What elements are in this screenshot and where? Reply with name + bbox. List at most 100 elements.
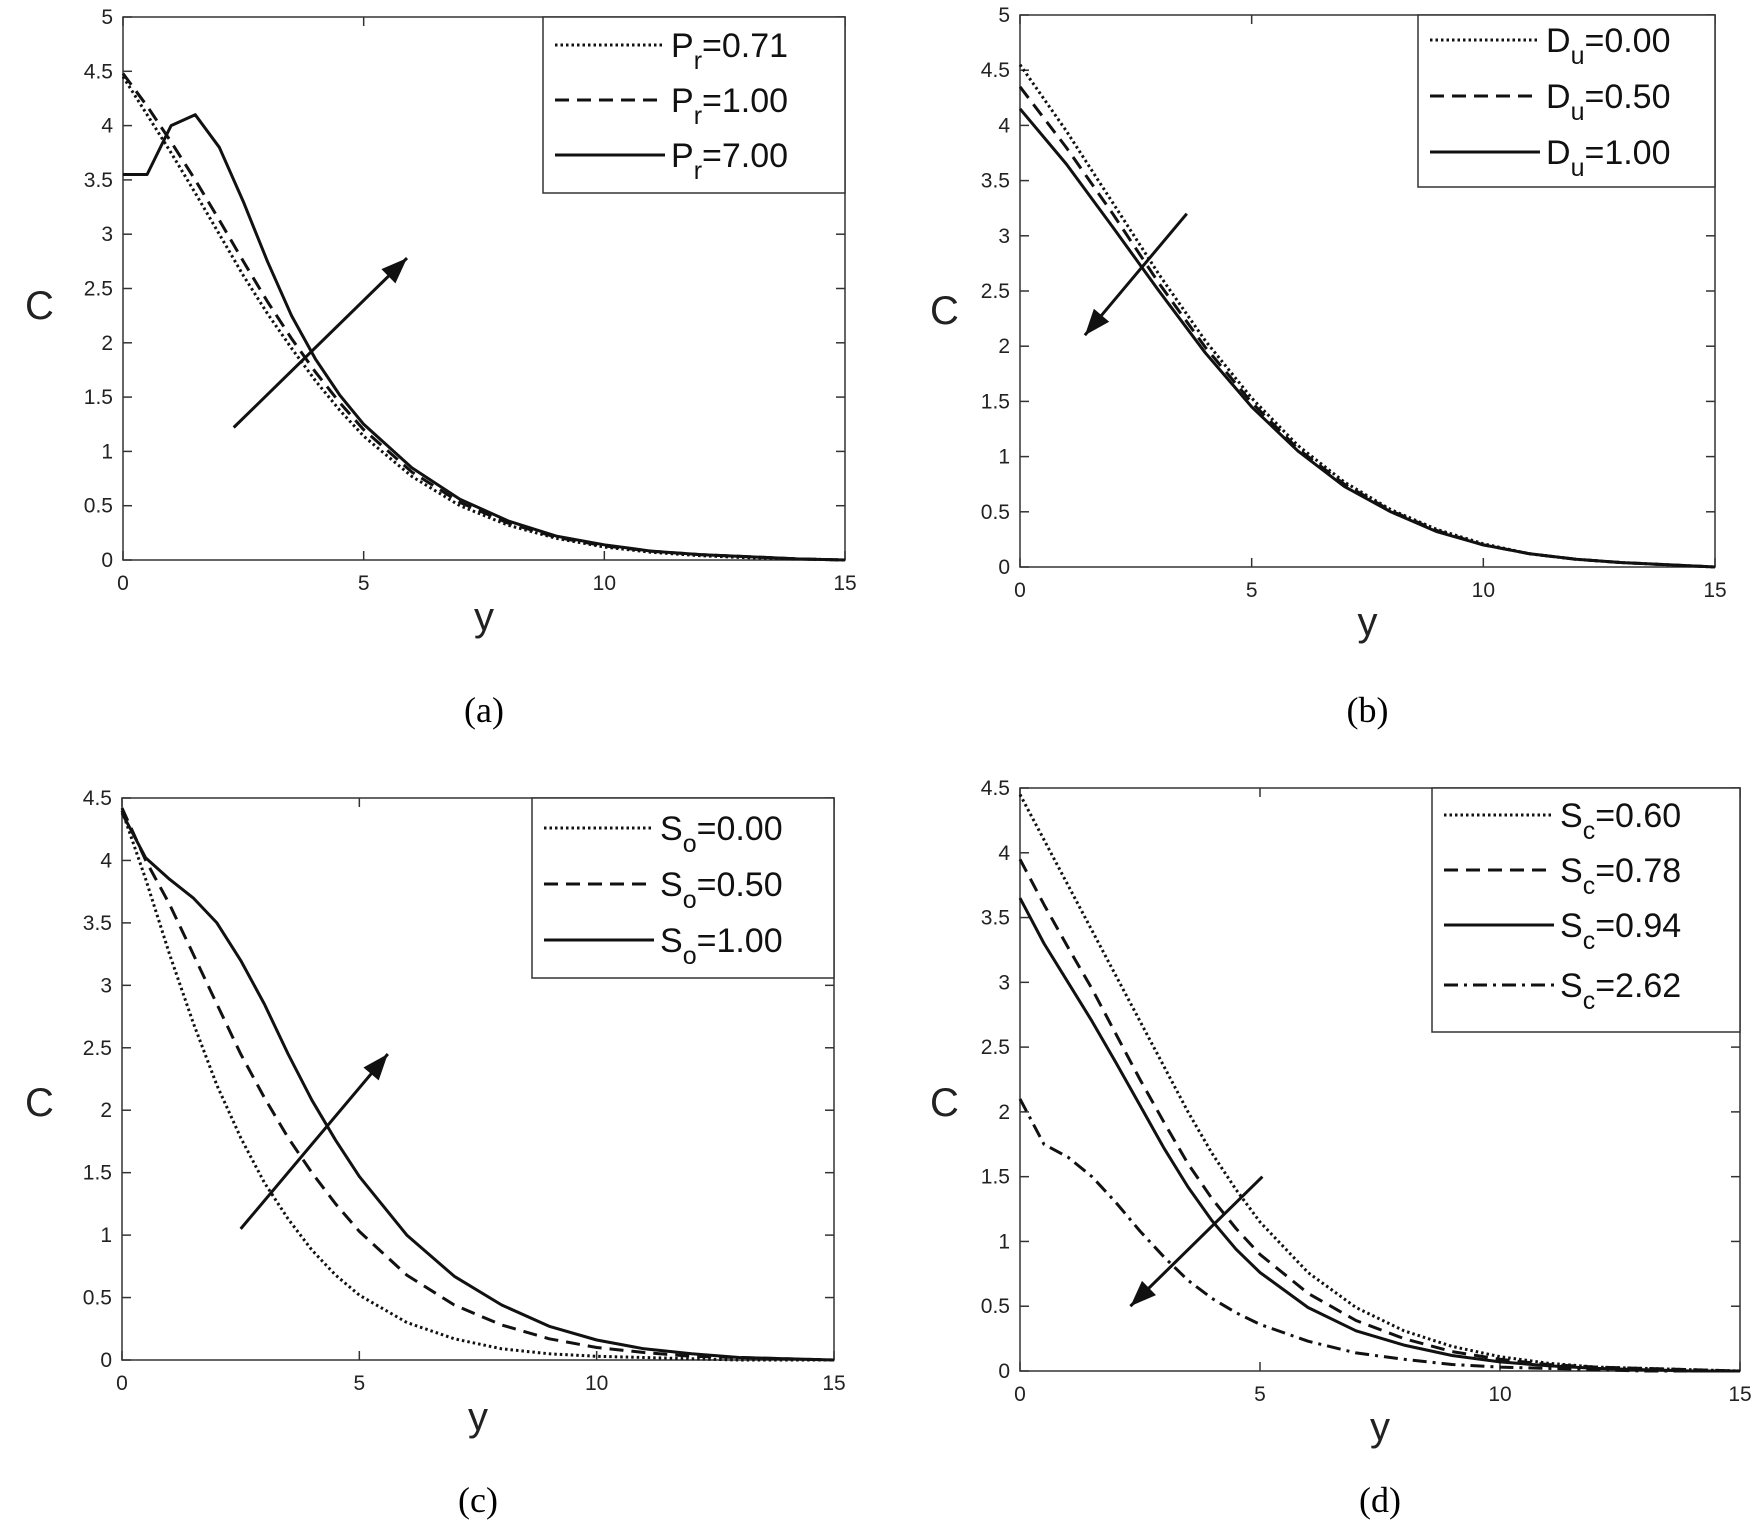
y-tick-label: 1 <box>101 440 113 463</box>
legend-label: Pr=0.71 <box>671 27 788 75</box>
y-tick-label: 3 <box>998 971 1010 994</box>
trend-arrow-head <box>381 258 407 284</box>
x-tick-label: 10 <box>1472 579 1495 602</box>
x-tick-label: 0 <box>1014 579 1026 602</box>
series-line-1 <box>120 810 834 1362</box>
y-tick-label: 1.5 <box>83 1162 112 1185</box>
x-axis-label: y <box>474 595 494 639</box>
y-tick-label: 1.5 <box>981 1166 1010 1189</box>
panel-b: 0 5 10 15 0 0.5 1 1.5 2 2.5 3 3.5 4 4.5 5 Cy Du=0.00 Du=0… <box>930 4 1727 730</box>
panel-caption: (b) <box>1347 690 1389 730</box>
y-tick-label: 2 <box>101 332 113 355</box>
legend-box <box>1431 787 1741 1033</box>
panel-caption: (d) <box>1359 1480 1401 1520</box>
legend-box <box>542 16 846 194</box>
y-tick-label: 3 <box>100 974 112 997</box>
x-tick-label: 0 <box>1014 1383 1026 1406</box>
y-tick-label: 0 <box>100 1349 112 1372</box>
y-tick-label: 3 <box>101 223 113 246</box>
y-tick-label: 3.5 <box>981 170 1010 193</box>
y-tick-label: 0.5 <box>981 1295 1010 1318</box>
y-axis-label: C <box>930 1081 959 1125</box>
panel-caption: (c) <box>458 1480 498 1520</box>
y-tick-label: 1 <box>998 446 1010 469</box>
y-tick-label: 1.5 <box>981 390 1010 413</box>
legend-label: Sc=2.62 <box>1560 967 1681 1015</box>
x-axis-label: y <box>468 1395 488 1439</box>
x-tick-label: 5 <box>358 572 370 595</box>
y-tick-label: 0 <box>101 549 113 572</box>
y-tick-label: 4.5 <box>83 787 112 810</box>
panel-d: 0 5 10 15 0 0.5 1 1.5 2 2.5 3 3.5 4 4.5 Cy Sc=0.60 Sc=0.… <box>930 777 1752 1520</box>
legend-label: Du=0.00 <box>1546 22 1671 70</box>
y-tick-label: 3.5 <box>981 907 1010 930</box>
series-line-3 <box>120 812 835 1362</box>
y-tick-label: 1 <box>100 1224 112 1247</box>
y-tick-label: 3.5 <box>84 169 113 192</box>
series-line-2 <box>120 807 835 1362</box>
y-tick-label: 2 <box>100 1099 112 1122</box>
y-tick-label: 4.5 <box>981 777 1010 800</box>
legend-label: So=0.50 <box>660 866 783 914</box>
y-tick-label: 1.5 <box>84 386 113 409</box>
trend-arrow-shaft <box>232 257 409 429</box>
plot-frame <box>121 797 835 1361</box>
y-tick-label: 0.5 <box>83 1287 112 1310</box>
y-tick-label: 2.5 <box>83 1037 112 1060</box>
panel-c: 0 5 10 15 0 0.5 1 1.5 2 2.5 3 3.5 4 4.5 Cy So=0.00 So=0.… <box>25 787 846 1520</box>
series-line-4 <box>1018 1098 1740 1373</box>
x-tick-label: 15 <box>833 572 856 595</box>
y-axis-label: C <box>25 1081 54 1125</box>
legend-label: Sc=0.78 <box>1560 852 1681 900</box>
x-tick-label: 0 <box>116 1372 128 1395</box>
y-tick-label: 4.5 <box>84 60 113 83</box>
y-tick-label: 2 <box>998 1101 1010 1124</box>
legend-label: Du=0.50 <box>1546 78 1671 126</box>
x-tick-label: 10 <box>585 1372 608 1395</box>
y-tick-label: 4 <box>100 849 112 872</box>
x-tick-label: 10 <box>1488 1383 1511 1406</box>
x-tick-label: 5 <box>353 1372 365 1395</box>
y-tick-label: 0 <box>998 1360 1010 1383</box>
legend-box <box>1417 14 1716 188</box>
legend-label: So=0.00 <box>660 810 783 858</box>
legend-label: So=1.00 <box>660 922 783 970</box>
trend-arrow-head <box>1084 308 1110 336</box>
legend-box <box>531 797 835 979</box>
legend-label: Pr=1.00 <box>671 82 788 130</box>
y-axis-label: C <box>930 289 959 333</box>
legend-label: Sc=0.60 <box>1560 797 1681 845</box>
series-line-3 <box>1018 897 1740 1373</box>
series-line-3 <box>123 113 846 562</box>
panel-caption: (a) <box>464 690 504 730</box>
series-line-2 <box>1018 858 1741 1373</box>
series-line-3 <box>1018 107 1716 569</box>
y-tick-label: 2.5 <box>84 278 113 301</box>
y-tick-label: 4 <box>998 114 1010 137</box>
y-tick-label: 0.5 <box>84 495 113 518</box>
trend-arrow-shaft <box>239 1053 389 1230</box>
y-tick-label: 2 <box>998 335 1010 358</box>
trend-arrow-head <box>363 1054 388 1081</box>
y-tick-label: 0 <box>998 556 1010 579</box>
plot-frame <box>1019 787 1741 1372</box>
y-tick-label: 2.5 <box>981 280 1010 303</box>
panel-a: 0 5 10 15 0 0.5 1 1.5 2 2.5 3 3.5 4 4.5 5 Cy Pr=0.71 Pr=1… <box>25 6 857 730</box>
trend-arrow-shaft <box>1129 1175 1264 1308</box>
legend-label: Pr=7.00 <box>671 137 788 185</box>
y-tick-label: 4 <box>998 842 1010 865</box>
x-tick-label: 15 <box>1703 579 1726 602</box>
y-tick-label: 3.5 <box>83 912 112 935</box>
y-axis-label: C <box>25 284 54 328</box>
x-axis-label: y <box>1358 600 1378 644</box>
x-tick-label: 0 <box>117 572 129 595</box>
legend-label: Du=1.00 <box>1546 134 1671 182</box>
x-tick-label: 15 <box>1728 1383 1751 1406</box>
series-line-2 <box>1018 85 1716 569</box>
trend-arrow-head <box>1130 1280 1156 1307</box>
x-tick-label: 10 <box>593 572 616 595</box>
y-tick-label: 2.5 <box>981 1036 1010 1059</box>
series-line-1 <box>1018 793 1741 1373</box>
y-tick-label: 5 <box>998 4 1010 27</box>
